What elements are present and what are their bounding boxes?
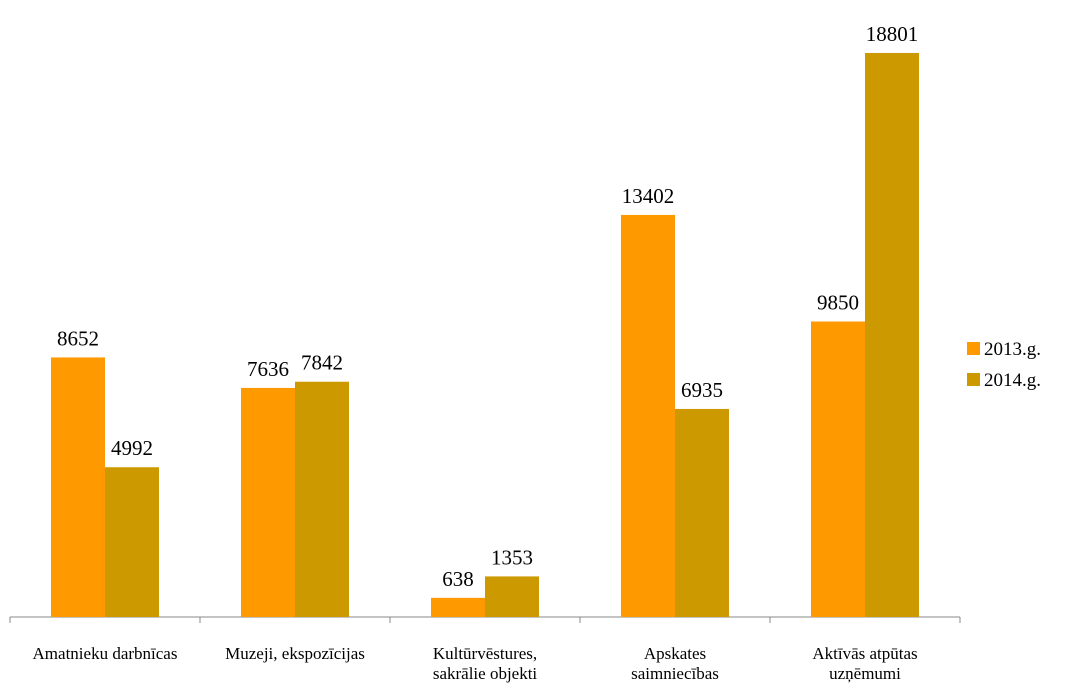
bar-2-4 — [675, 408, 729, 617]
value-label-1-2: 7636 — [247, 357, 289, 381]
category-labels-group: Amatnieku darbnīcas Muzeji, ekspozīcijas K… — [33, 644, 918, 683]
bar-2-2 — [295, 381, 349, 617]
legend-swatch-1 — [967, 342, 980, 355]
value-label-2-2: 7842 — [301, 351, 343, 375]
category-label-5: Aktīvās atpūtas uzņēmumi — [812, 644, 917, 683]
bar-2-5 — [865, 52, 919, 618]
value-label-2-1: 4992 — [111, 436, 153, 460]
bar-1-2 — [241, 387, 295, 617]
legend: 2013.g. 2014.g. — [967, 339, 1041, 391]
bar-2-3 — [485, 576, 539, 617]
value-label-2-5: 18801 — [866, 22, 919, 46]
value-label-1-5: 9850 — [817, 291, 859, 315]
x-axis-ticks — [9, 617, 961, 623]
value-label-1-1: 8652 — [57, 326, 99, 350]
legend-swatch-2 — [967, 373, 980, 386]
bars-group — [51, 52, 919, 618]
bar-1-1 — [51, 357, 105, 617]
bar-1-3 — [431, 597, 485, 617]
value-label-2-4: 6935 — [681, 378, 723, 402]
value-label-1-3: 638 — [442, 567, 474, 591]
legend-label-2: 2014.g. — [984, 370, 1041, 391]
category-label-4: Apskates saimniecības — [631, 644, 719, 683]
value-label-1-4: 13402 — [622, 184, 675, 208]
bar-2-1 — [105, 467, 159, 617]
value-labels-group: 8652 4992 7636 7842 638 1353 13402 6935 9850 1880… — [57, 22, 918, 591]
category-label-3: Kultūrvēstures, sakrālie objekti — [433, 644, 538, 683]
value-label-2-3: 1353 — [491, 545, 533, 569]
category-label-1: Amatnieku darbnīcas — [33, 644, 178, 663]
category-label-2: Muzeji, ekspozīcijas — [225, 644, 365, 663]
bar-1-5 — [811, 321, 865, 617]
legend-label-1: 2013.g. — [984, 339, 1041, 360]
bar-1-4 — [621, 214, 675, 617]
